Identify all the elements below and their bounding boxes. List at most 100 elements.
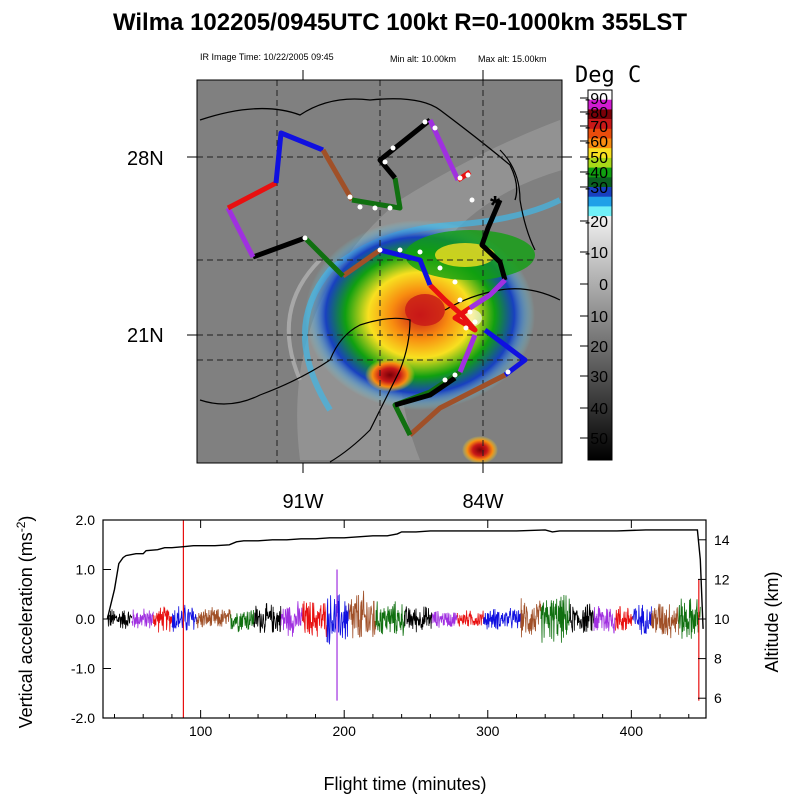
acceleration-segment [152,606,173,633]
track-segment [483,328,528,377]
lat-label-21n: 21N [127,325,164,347]
track-segment [394,375,457,408]
acceleration-segment [171,604,197,632]
dropsonde-point [390,145,396,151]
dropsonde-point [432,125,438,131]
dropsonde-point [452,372,458,378]
dropsonde-point [387,205,393,211]
colorbar-swatch [588,99,612,110]
x-tick-label: 100 [189,723,213,739]
colorbar-swatch [588,167,612,178]
chart-title: Wilma 102205/0945UTC 100kt R=0-1000km 35… [113,9,687,36]
storm-arm-north-core [435,243,495,267]
colorbar-swatch [588,119,612,130]
y-left-tick-label: 0.0 [76,611,96,627]
y-axis-label-right: Altitude (km) [762,571,782,672]
dropsonde-point [372,205,378,211]
colorbar-swatch [588,206,612,217]
track-segment [320,148,355,202]
acceleration-segment [375,601,405,636]
min-alt-label: Min alt: 10.00km [390,54,456,64]
storm-center-star: * [490,190,501,220]
timeseries-plot: 100 200 300 400 -2.0 -1.0 0.0 1.0 2.0 6 8 10 12 14 [71,512,730,739]
acceleration-segment [348,590,377,639]
dropsonde-point [457,175,463,181]
dropsonde-point [417,249,423,255]
colorbar-swatch [588,109,612,120]
dropsonde-point [422,119,428,125]
acceleration-segment [520,598,542,638]
coastline-mexico [199,317,411,463]
colorbar-gray-ramp [588,216,612,460]
track-segment [226,180,278,211]
track-points [302,119,511,383]
colorbar-frame [587,89,613,461]
image-time-label: IR Image Time: 10/22/2005 09:45 [200,52,334,62]
dropsonde-point [505,369,511,375]
y-axis-label-left-exp: -2 [14,521,28,532]
colorbar-label: -40 [585,165,608,182]
x-tick-label: 400 [620,723,644,739]
coastline-gulf [199,98,518,201]
colorbar-label: -80 [585,105,608,122]
acceleration-segment [195,607,232,629]
convective-hotspot-2 [462,436,498,463]
dropsonde-point [452,279,458,285]
colorbar-label: -90 [585,91,608,108]
colorbar-swatch [588,187,612,197]
acceleration-segment [483,607,522,630]
y-right-tick-label: 12 [714,571,730,587]
colorbar-label: 40 [590,401,608,418]
colorbar-swatch [588,138,612,149]
max-alt-label: Max alt: 15.00km [478,54,547,64]
track-segment [408,372,507,437]
dropsonde-point [442,377,448,383]
dropsonde-point [347,194,353,200]
colorbar-label: -20 [585,214,608,231]
colorbar-label: 50 [590,431,608,448]
track-segment [379,247,433,286]
colorbar-labels: -90-80-70-60-50-40-30 -20 -10 0 10 20 30 40 50 [580,91,608,448]
colorbar-label: -30 [585,180,608,197]
acceleration-segment [593,606,616,634]
track-segment [341,247,382,279]
dropsonde-point [357,204,363,210]
track-segment [225,206,256,259]
map-ticks [187,70,572,473]
dropsonde-point [472,319,478,325]
coastline-florida [499,149,536,251]
acceleration-segment [131,608,154,629]
colorbar-label: 0 [599,277,608,294]
colorbar-label: 10 [590,309,608,326]
acceleration-segment [615,606,634,631]
y-right-tick-label: 6 [714,690,722,706]
y-right-tick-label: 14 [714,532,730,548]
colorbar-swatch [588,90,612,100]
dropsonde-point [377,247,383,253]
dropsonde-point [437,265,443,271]
acceleration-segment [106,609,133,629]
lon-label-84w: 84W [462,491,503,513]
x-axis-label: Flight time (minutes) [323,774,486,794]
acceleration-segment [253,602,282,633]
acceleration-segment [404,606,433,633]
dropsonde-point [397,247,403,253]
colorbar-label: -50 [585,150,608,167]
dropsonde-point [467,309,473,315]
y-left-tick-label: 2.0 [76,512,96,528]
convective-hotspot-3 [405,294,445,326]
y-right-tick-label: 10 [714,611,730,627]
altitude-line [106,529,704,629]
track-segment [252,235,306,260]
map-frame [196,79,563,464]
track-segment [377,118,432,180]
lon-label-91w: 91W [282,491,323,513]
acceleration-segment [569,603,595,633]
track-segment [457,334,478,373]
colorbar-swatch [588,177,612,188]
x-tick-label: 300 [476,723,500,739]
acceleration-segment [280,601,303,637]
track-segment [479,199,508,281]
colorbar-title: Deg C [575,63,641,88]
